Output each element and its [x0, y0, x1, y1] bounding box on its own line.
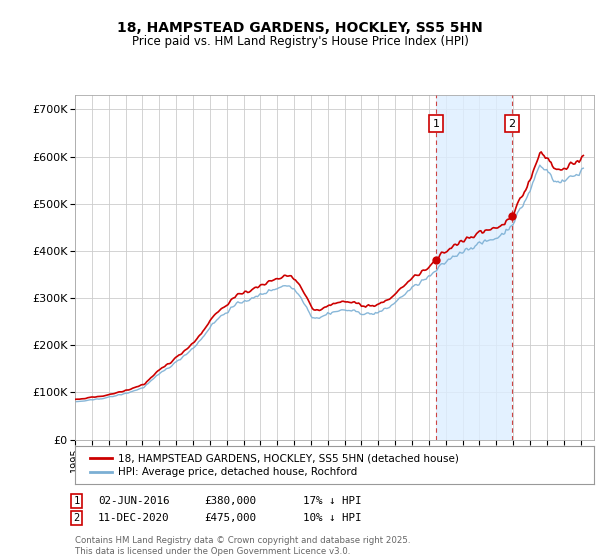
Text: 2: 2	[74, 513, 80, 523]
Text: Contains HM Land Registry data © Crown copyright and database right 2025.
This d: Contains HM Land Registry data © Crown c…	[75, 536, 410, 556]
Text: 1: 1	[433, 119, 439, 128]
Text: 11-DEC-2020: 11-DEC-2020	[98, 513, 169, 523]
Text: Price paid vs. HM Land Registry's House Price Index (HPI): Price paid vs. HM Land Registry's House …	[131, 35, 469, 48]
Text: 18, HAMPSTEAD GARDENS, HOCKLEY, SS5 5HN: 18, HAMPSTEAD GARDENS, HOCKLEY, SS5 5HN	[117, 21, 483, 35]
Text: 1: 1	[74, 496, 80, 506]
Text: 17% ↓ HPI: 17% ↓ HPI	[303, 496, 361, 506]
Text: 2: 2	[509, 119, 515, 128]
Text: 10% ↓ HPI: 10% ↓ HPI	[303, 513, 361, 523]
Bar	[436, 95, 512, 440]
Text: £475,000: £475,000	[204, 513, 256, 523]
Legend: 18, HAMPSTEAD GARDENS, HOCKLEY, SS5 5HN (detached house), HPI: Average price, de: 18, HAMPSTEAD GARDENS, HOCKLEY, SS5 5HN …	[85, 449, 463, 482]
Text: £380,000: £380,000	[204, 496, 256, 506]
Text: 02-JUN-2016: 02-JUN-2016	[98, 496, 169, 506]
